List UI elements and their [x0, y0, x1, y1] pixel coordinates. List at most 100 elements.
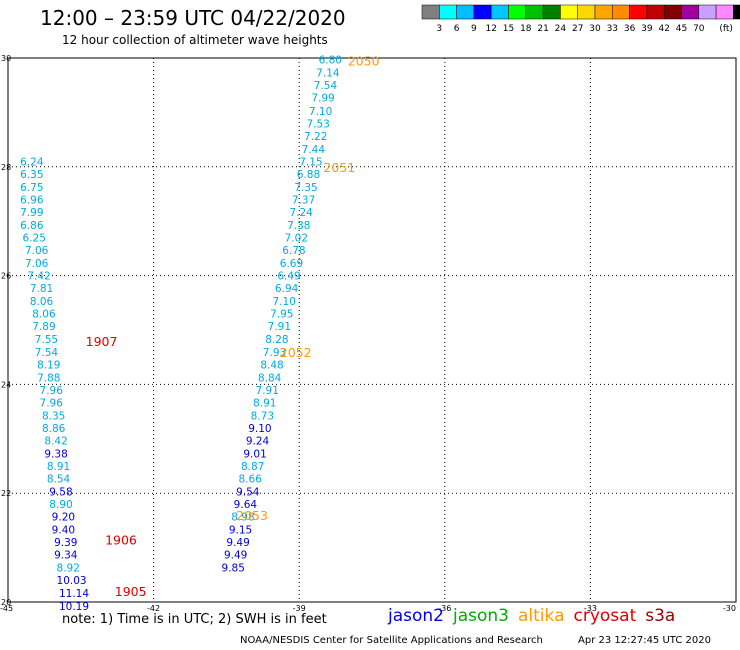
- color-scale-label: 39: [641, 24, 653, 34]
- color-scale-label: 15: [503, 24, 514, 34]
- longitude-tick-label: -42: [147, 604, 160, 613]
- swh-value-label: 7.35: [294, 182, 317, 194]
- swh-value-label: 7.99: [20, 207, 43, 219]
- color-scale-label: 45: [676, 24, 687, 34]
- swh-value-label: 8.86: [42, 423, 66, 435]
- swh-value-label: 9.49: [226, 537, 249, 549]
- satellite-altika-label: altika: [518, 606, 565, 626]
- swh-value-label: 9.54: [236, 487, 260, 499]
- swh-value-label: 9.20: [52, 512, 75, 524]
- swh-value-label: 8.91: [47, 461, 70, 473]
- color-scale-label: 70: [693, 24, 705, 34]
- swh-value-label: 7.14: [316, 68, 340, 80]
- color-swatch: [733, 4, 740, 20]
- timestamp-text: Apr 23 12:27:45 UTC 2020: [578, 635, 711, 646]
- swh-value-label: 7.44: [302, 144, 326, 156]
- pass-id-label: 1906: [105, 532, 137, 547]
- longitude-tick-label: -45: [0, 604, 13, 613]
- swh-value-label: 6.94: [275, 283, 299, 295]
- swh-value-label: 7.88: [37, 372, 60, 384]
- satellite-legend: jason2 jason3 altika cryosat s3a: [388, 606, 684, 626]
- swh-value-label: 8.54: [47, 474, 71, 486]
- swh-value-label: 7.91: [268, 321, 291, 333]
- swh-value-label: 8.90: [49, 499, 72, 511]
- swh-value-label: 7.93: [263, 347, 286, 359]
- color-scale-label: 21: [537, 24, 548, 34]
- latitude-tick-label: 30: [1, 54, 11, 63]
- pass-id-label: 1907: [86, 334, 118, 349]
- swh-value-label: 8.98: [231, 512, 254, 524]
- swh-value-label: 9.40: [52, 525, 75, 537]
- swh-value-label: 7.96: [40, 397, 64, 409]
- swh-value-label: 9.34: [54, 550, 78, 562]
- satellite-cryosat-label: cryosat: [573, 606, 637, 626]
- swh-value-label: 8.91: [253, 397, 276, 409]
- longitude-tick-label: -33: [584, 604, 597, 613]
- swh-value-label: 9.24: [246, 435, 270, 447]
- swh-value-label: 6.75: [20, 182, 43, 194]
- swh-value-label: 7.55: [35, 334, 58, 346]
- pass-id-label: 2053: [236, 508, 268, 523]
- map-title: 12:00 – 23:59 UTC 04/22/2020: [40, 6, 346, 30]
- swh-value-label: 9.85: [222, 563, 245, 575]
- swh-value-label: 7.24: [289, 207, 313, 219]
- color-scale-label: 3: [436, 24, 442, 34]
- swh-value-label: 9.38: [44, 448, 67, 460]
- swh-value-label: 8.87: [241, 461, 264, 473]
- swh-value-label: 7.02: [285, 233, 308, 245]
- swh-value-label: 8.28: [265, 334, 288, 346]
- color-scale-label: (ft): [719, 24, 733, 34]
- swh-value-label: 8.35: [42, 410, 65, 422]
- swh-value-label: 7.81: [30, 283, 53, 295]
- color-scale-label: 30: [589, 24, 601, 34]
- swh-value-label: 8.66: [239, 474, 263, 486]
- swh-value-label: 10.19: [59, 601, 89, 613]
- swh-value-label: 6.80: [319, 55, 342, 67]
- swh-value-label: 7.89: [32, 321, 55, 333]
- satellite-jason3-label: jason3: [453, 606, 509, 626]
- swh-value-label: 6.35: [20, 169, 43, 181]
- longitude-tick-label: -30: [723, 604, 736, 613]
- swh-value-label: 7.54: [35, 347, 59, 359]
- swh-value-label: 7.91: [256, 385, 279, 397]
- swh-value-label: 9.10: [248, 423, 271, 435]
- swh-value-label: 6.88: [297, 169, 320, 181]
- color-scale-label: 24: [555, 24, 567, 34]
- swh-value-label: 8.48: [260, 359, 283, 371]
- swh-value-label: 7.99: [311, 93, 334, 105]
- swh-value-label: 6.96: [20, 194, 44, 206]
- swh-value-label: 6.24: [20, 156, 44, 168]
- longitude-tick-label: -39: [293, 604, 306, 613]
- swh-value-label: 9.01: [243, 448, 266, 460]
- swh-value-label: 6.86: [20, 220, 44, 232]
- swh-value-label: 6.49: [277, 271, 300, 283]
- longitude-tick-label: -36: [438, 604, 451, 613]
- latitude-tick-label: 28: [1, 163, 11, 172]
- swh-value-label: 8.19: [37, 359, 60, 371]
- swh-value-label: 9.39: [54, 537, 77, 549]
- swh-value-label: 7.22: [304, 131, 327, 143]
- swh-value-label: 9.64: [234, 499, 258, 511]
- swh-value-label: 9.15: [229, 525, 252, 537]
- swh-value-label: 8.06: [30, 296, 54, 308]
- swh-value-label: 11.14: [59, 588, 89, 600]
- swh-value-label: 7.06: [25, 258, 49, 270]
- swh-value-label: 6.78: [282, 245, 305, 257]
- swh-value-label: 7.10: [273, 296, 296, 308]
- swh-value-label: 7.95: [270, 309, 293, 321]
- swh-value-label: 7.42: [27, 271, 50, 283]
- swh-value-label: 7.10: [309, 106, 332, 118]
- swh-value-label: 6.69: [280, 258, 303, 270]
- swh-value-label: 10.03: [57, 575, 87, 587]
- swh-value-label: 9.58: [49, 487, 72, 499]
- units-note: note: 1) Time is in UTC; 2) SWH is in fe…: [62, 612, 327, 627]
- swh-value-label: 7.15: [299, 156, 322, 168]
- swh-value-label: 7.37: [292, 194, 315, 206]
- color-scale-label: 12: [485, 24, 496, 34]
- pass-id-label: 2051: [323, 160, 355, 175]
- latitude-tick-label: 24: [1, 380, 11, 389]
- swh-value-label: 7.96: [40, 385, 64, 397]
- swh-value-label: 8.73: [251, 410, 274, 422]
- swh-value-label: 7.06: [25, 245, 49, 257]
